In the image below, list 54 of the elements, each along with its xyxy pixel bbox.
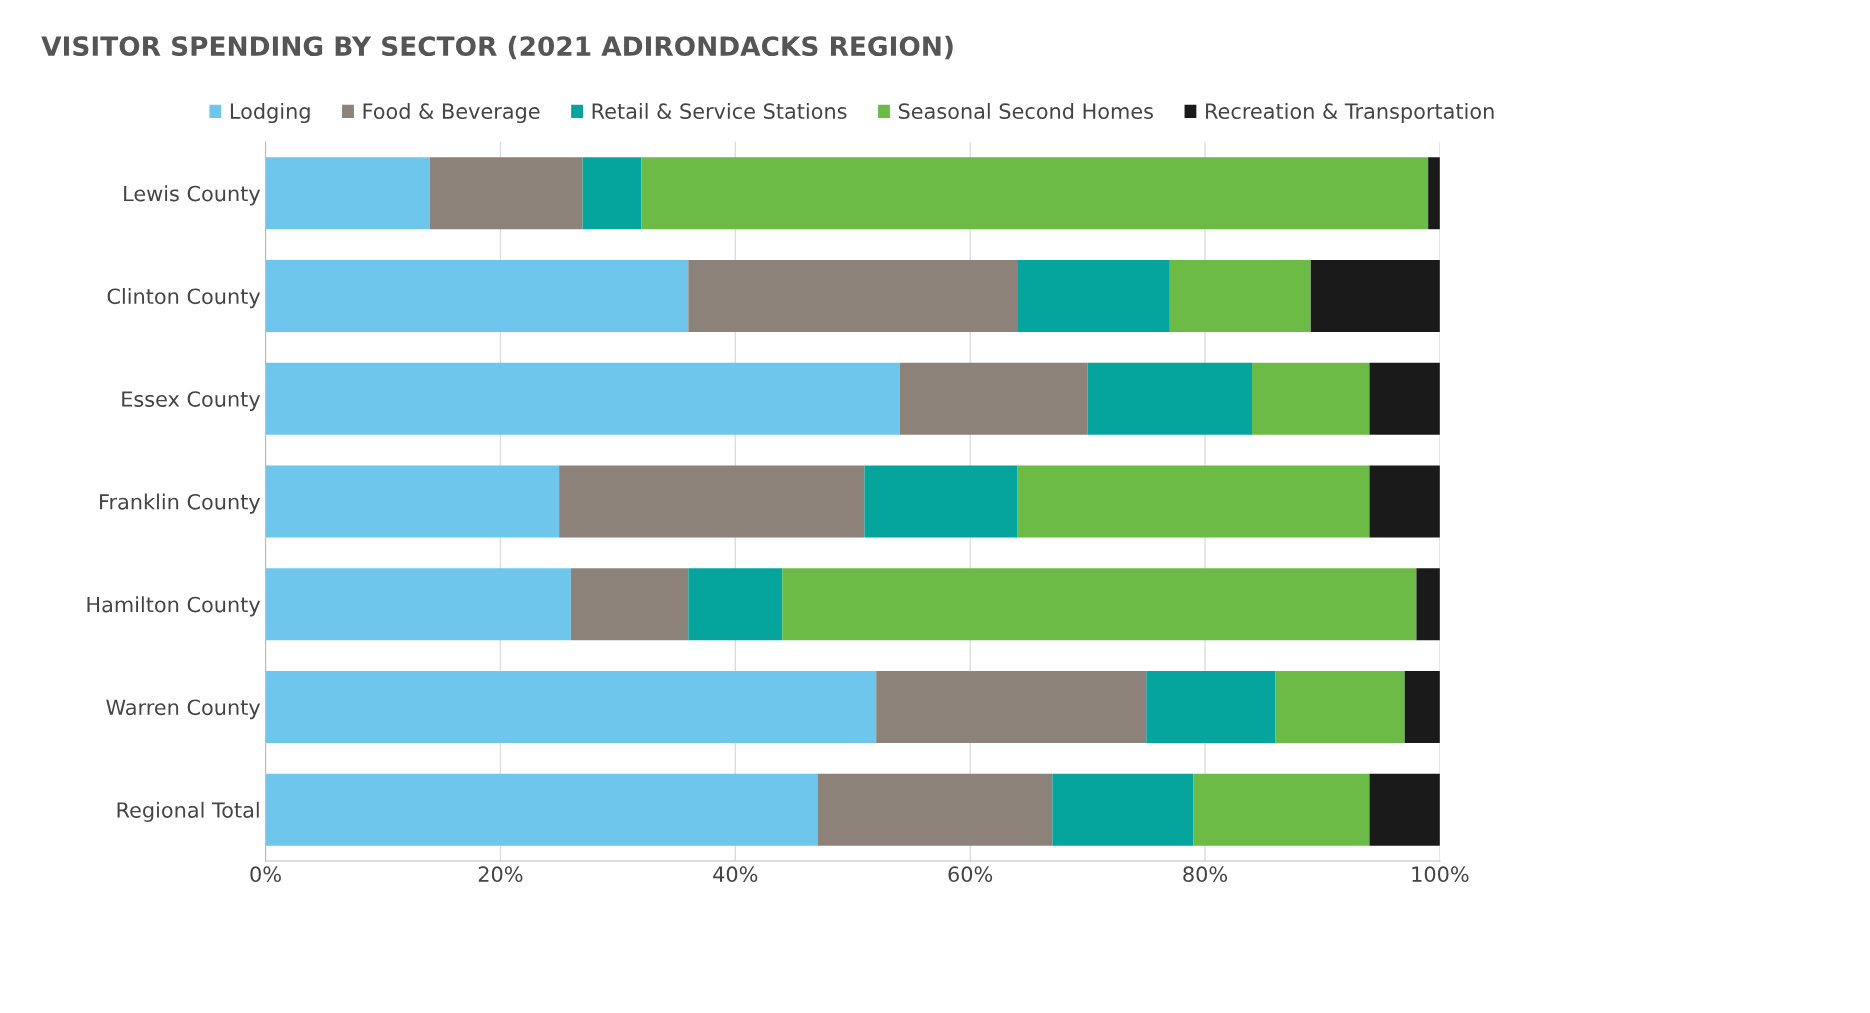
y-tick-label: Warren County (106, 699, 261, 720)
x-tick-label: 40% (713, 866, 758, 883)
bar (688, 568, 783, 641)
bar (876, 670, 1147, 743)
bar (265, 670, 877, 743)
bar (641, 157, 1429, 230)
bar (1369, 773, 1440, 846)
legend-label: Retail & Service Stations (592, 102, 847, 120)
bar (429, 157, 583, 230)
bar (1416, 568, 1440, 641)
legend-label: Recreation & Transportation (1206, 102, 1494, 124)
chart-title: VISITOR SPENDING BY SECTOR (2021 ADIRONDACKS REGION) (41, 35, 953, 60)
bar (1310, 259, 1440, 332)
bar (1252, 362, 1370, 435)
bar (1052, 773, 1194, 846)
y-tick-label: Hamilton County (87, 596, 261, 617)
bar (782, 568, 1417, 641)
bar (1369, 465, 1440, 538)
bar (688, 259, 1018, 332)
y-tick-label: Essex County (122, 391, 261, 411)
bar (265, 362, 900, 435)
bar (265, 465, 560, 538)
bar (1275, 670, 1405, 743)
x-tick-label: 20% (478, 866, 523, 883)
bar (1087, 362, 1252, 435)
bar (265, 773, 818, 846)
bar (582, 157, 642, 230)
bar (899, 362, 1088, 435)
bar (570, 568, 689, 641)
bar (1193, 773, 1370, 846)
bar (1017, 465, 1370, 538)
y-tick-label: Clinton County (107, 288, 261, 309)
bar (1369, 362, 1440, 435)
bar (817, 773, 1053, 846)
bar (265, 568, 571, 641)
y-tick-label: Regional Total (117, 801, 259, 822)
legend-label: Seasonal Second Homes (898, 102, 1153, 120)
y-tick-label: Lewis County (124, 185, 261, 206)
bar (559, 465, 865, 538)
bar (265, 157, 430, 230)
bar (1404, 670, 1440, 743)
y-tick-label: Franklin County (100, 493, 261, 514)
bar (1169, 259, 1311, 332)
bar (864, 465, 1018, 538)
bar (1428, 157, 1440, 230)
x-tick-label: 60% (948, 866, 993, 883)
x-tick-label: 80% (1183, 866, 1228, 883)
bar (265, 259, 689, 332)
x-tick-label: 100% (1412, 866, 1469, 883)
legend-label: Food & Beverage (363, 102, 540, 124)
bar (1017, 259, 1170, 332)
x-tick-label: 0% (250, 866, 281, 883)
bar (1146, 670, 1276, 743)
legend-label: Lodging (230, 102, 310, 124)
